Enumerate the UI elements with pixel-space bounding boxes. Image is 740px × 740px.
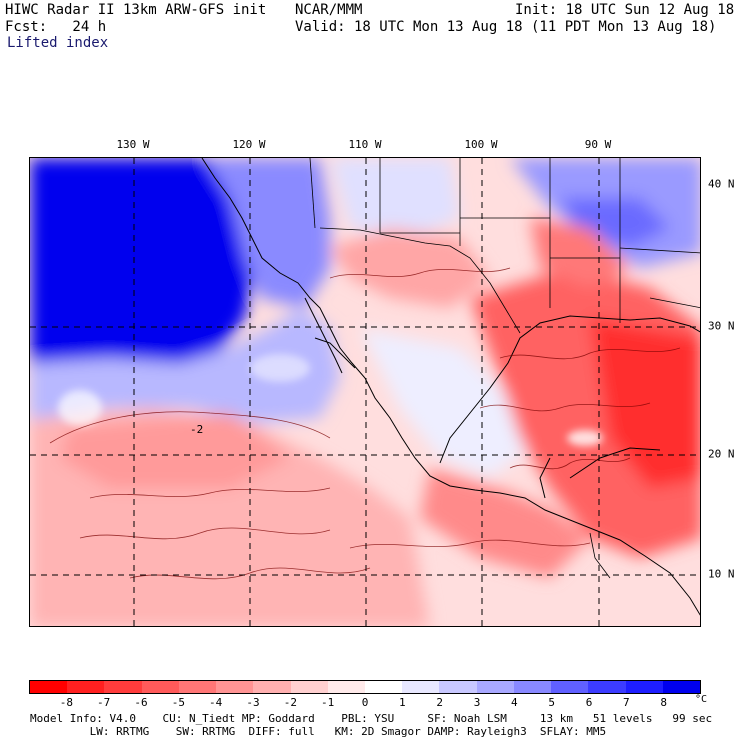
- colorbar-swatch: [439, 681, 477, 693]
- colorbar-swatch: [625, 681, 663, 693]
- colorbar-tick-label: -6: [134, 696, 148, 709]
- colorbar-swatch: [364, 681, 403, 693]
- lifted-index-map: -2: [29, 157, 701, 627]
- colorbar-tick-label: 6: [585, 696, 593, 709]
- lat-label-40n: 40 N: [708, 177, 735, 191]
- field-name: Lifted index: [7, 35, 109, 51]
- colorbar-swatch: [662, 681, 700, 693]
- colorbar-tick-label: -3: [246, 696, 260, 709]
- colorbar-swatch: [216, 681, 254, 693]
- political-borders: [309, 158, 700, 579]
- lon-label-110w: 110 W: [348, 138, 382, 151]
- colorbar-swatch: [67, 681, 105, 693]
- colorbar-tick-label: 2: [436, 696, 443, 709]
- colorbar-unit: °C: [695, 694, 708, 705]
- map-field-shading: [30, 158, 700, 626]
- colorbar-swatch: [178, 681, 217, 693]
- valid-time: Valid: 18 UTC Mon 13 Aug 18 (11 PDT Mon …: [295, 19, 717, 35]
- lon-label-120w: 120 W: [232, 138, 266, 151]
- colorbar-swatch: [253, 681, 291, 693]
- colorbar-tick-label: 8: [660, 696, 667, 709]
- colorbar-tick-label: -5: [171, 696, 185, 709]
- colorbar-swatch: [30, 681, 68, 693]
- colorbar-tick-label: -7: [97, 696, 111, 709]
- colorbar-swatch: [141, 681, 179, 693]
- colorbar-tick-label: 7: [623, 696, 630, 709]
- colorbar-tick-label: -2: [283, 696, 297, 709]
- forecast-hour: Fcst: 24 h: [5, 19, 107, 35]
- colorbar-tick-label: 0: [361, 696, 369, 709]
- lon-label-100w: 100 W: [464, 138, 498, 151]
- contour-label: -2: [190, 423, 203, 436]
- colorbar-tick-label: -8: [59, 696, 73, 709]
- colorbar-tick-label: 3: [473, 696, 481, 709]
- map-eddy-features: [58, 354, 603, 446]
- map-canvas: -2: [30, 158, 700, 626]
- colorbar-swatch: [476, 681, 514, 693]
- colorbar-swatch: [104, 681, 142, 693]
- colorbar-tick-label: -4: [209, 696, 223, 709]
- colorbar-swatch: [290, 681, 328, 693]
- colorbar-tick-label: -1: [321, 696, 335, 709]
- organization-label: NCAR/MMM: [295, 2, 363, 18]
- lat-label-10n: 10 N: [708, 567, 735, 581]
- colorbar-tick-label: 1: [399, 696, 406, 709]
- contour-lines: [49, 267, 681, 580]
- colorbar-tick-label: 4: [511, 696, 518, 709]
- lon-label-130w: 130 W: [116, 138, 150, 151]
- colorbar-swatch: [513, 681, 552, 693]
- lat-label-30n: 30 N: [708, 319, 735, 333]
- lat-lon-grid: [30, 158, 700, 626]
- colorbar-swatch: [588, 681, 626, 693]
- colorbar-swatch: [327, 681, 365, 693]
- init-time: Init: 18 UTC Sun 12 Aug 18: [515, 2, 735, 18]
- lon-label-90w: 90 W: [584, 138, 612, 151]
- lat-label-20n: 20 N: [708, 447, 735, 461]
- model-info-line2: LW: RRTMG SW: RRTMG DIFF: full KM: 2D Sm…: [30, 725, 607, 738]
- colorbar-swatch: [402, 681, 440, 693]
- colorbar: [29, 680, 701, 694]
- coastlines: [201, 158, 700, 616]
- colorbar-swatch: [551, 681, 589, 693]
- map-title: HIWC Radar II 13km ARW-GFS init: [5, 2, 267, 18]
- colorbar-tick-label: 5: [548, 696, 555, 709]
- model-info-line1: Model Info: V4.0 CU: N_Tiedt MP: Goddard…: [30, 712, 713, 725]
